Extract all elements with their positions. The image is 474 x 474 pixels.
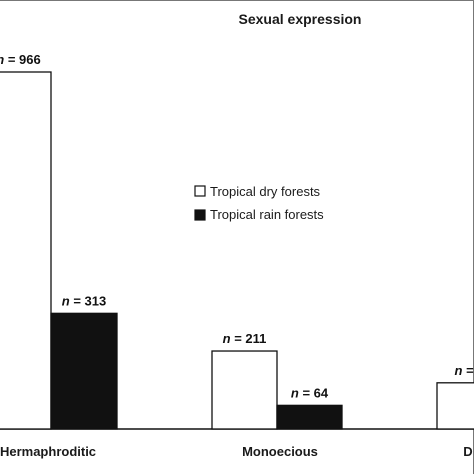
bar-monoecious-dry	[211, 350, 278, 430]
bars-group	[0, 71, 474, 430]
category-label-monoecious: Monoecious	[242, 444, 318, 459]
chart-title: Sexual expression	[239, 11, 362, 27]
data-label-1-0: n = 211	[223, 331, 267, 346]
data-label-1-1: n = 64	[291, 385, 329, 400]
bar-hermaphroditic-rain	[50, 312, 118, 430]
data-label-2-0: n = 1	[455, 363, 474, 378]
bar-dioecious-dry	[436, 382, 474, 430]
legend: Tropical dry forests Tropical rain fores…	[194, 184, 324, 222]
bar-hermaphroditic-dry	[0, 71, 52, 430]
legend-label-dry: Tropical dry forests	[210, 184, 321, 199]
category-labels-group: Hermaphroditic Monoecious D	[0, 444, 473, 459]
legend-swatch-dry	[194, 185, 206, 197]
data-label-0-0: n = 966	[0, 52, 41, 67]
data-labels-group: n = 966 n = 313 n = 211 n = 64 n = 1	[0, 52, 474, 400]
category-label-hermaphroditic: Hermaphroditic	[0, 444, 96, 459]
data-label-0-1: n = 313	[62, 293, 106, 308]
legend-label-rain: Tropical rain forests	[210, 207, 324, 222]
category-label-dioecious: D	[463, 444, 472, 459]
legend-swatch-rain	[194, 209, 206, 221]
bar-monoecious-rain	[276, 404, 343, 430]
